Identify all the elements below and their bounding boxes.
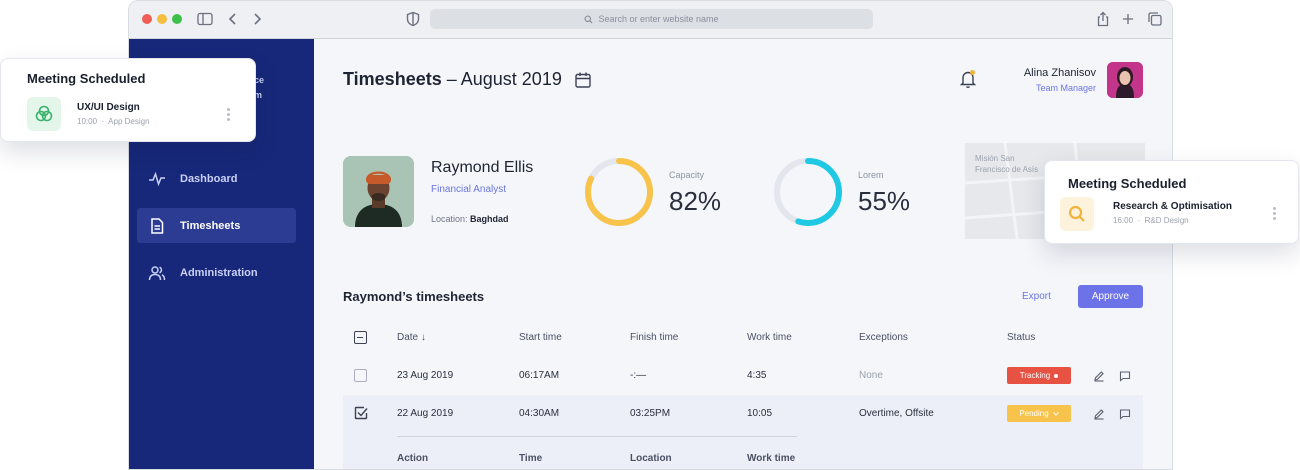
- column-header-date[interactable]: Date ↓: [397, 332, 426, 343]
- comment-icon[interactable]: [1119, 370, 1131, 382]
- card-item-subtitle: 16:00 · R&D Design: [1113, 216, 1189, 225]
- sub-column-action: Action: [397, 453, 429, 464]
- activity-icon: [149, 171, 165, 186]
- column-header-finish-time[interactable]: Finish time: [630, 332, 679, 343]
- row-date: 23 Aug 2019: [397, 370, 454, 381]
- document-icon: [151, 217, 164, 234]
- select-all-checkbox[interactable]: [354, 331, 367, 344]
- status-badge[interactable]: Tracking: [1007, 367, 1071, 384]
- row-work-time: 4:35: [747, 370, 767, 381]
- sidebar-toggle-icon[interactable]: [196, 10, 214, 28]
- comment-icon[interactable]: [1119, 408, 1131, 420]
- timesheets-title: Raymond’s timesheets: [343, 289, 485, 304]
- maximize-window-button[interactable]: [172, 14, 182, 24]
- column-header-start-time[interactable]: Start time: [519, 332, 562, 343]
- lorem-ring: [774, 158, 842, 226]
- status-badge[interactable]: Pending: [1007, 405, 1071, 422]
- user-avatar-image: [1107, 62, 1143, 98]
- back-icon[interactable]: [224, 10, 242, 28]
- lorem-ring-progress: [774, 158, 842, 226]
- card-title: Meeting Scheduled: [1068, 176, 1187, 191]
- address-bar[interactable]: Search or enter website name: [430, 9, 873, 29]
- calendar-icon[interactable]: [574, 71, 592, 89]
- column-header-exceptions[interactable]: Exceptions: [859, 332, 908, 343]
- row-finish-time: -:—: [630, 370, 647, 381]
- page-title: Timesheets – August 2019: [343, 69, 562, 89]
- new-tab-icon[interactable]: [1119, 10, 1137, 28]
- sidebar-item-label: Timesheets: [180, 219, 241, 232]
- close-window-button[interactable]: [142, 14, 152, 24]
- edit-icon[interactable]: [1093, 370, 1105, 382]
- export-button[interactable]: Export: [1022, 291, 1051, 302]
- row-finish-time: 03:25PM: [630, 408, 671, 419]
- card-item-title: UX/UI Design: [77, 102, 140, 113]
- sidebar-item-label: Dashboard: [180, 172, 238, 185]
- avatar[interactable]: [1107, 62, 1143, 98]
- minimize-window-button[interactable]: [157, 14, 167, 24]
- user-name: Alina Zhanisov: [1023, 67, 1096, 79]
- search-icon: [1068, 205, 1085, 222]
- sidebar-item-dashboard[interactable]: Dashboard: [137, 161, 296, 196]
- card-title: Meeting Scheduled: [27, 71, 146, 86]
- meeting-card-left[interactable]: Meeting Scheduled UX/UI Design 10:00 · A…: [0, 58, 256, 142]
- shield-icon: [406, 11, 420, 27]
- card-item-subtitle: 10:00 · App Design: [77, 117, 150, 126]
- row-start-time: 06:17AM: [519, 370, 560, 381]
- edit-icon[interactable]: [1093, 408, 1105, 420]
- row-divider: [397, 436, 797, 437]
- row-exceptions: Overtime, Offsite: [859, 408, 934, 419]
- brand-logo-text: ce m: [254, 75, 265, 100]
- forward-icon[interactable]: [248, 10, 266, 28]
- profile-name: Raymond Ellis: [431, 159, 534, 176]
- tracking-dot-icon: [1054, 373, 1059, 378]
- lorem-value: 55%: [858, 186, 911, 216]
- more-options-icon[interactable]: [1273, 207, 1277, 221]
- more-options-icon[interactable]: [227, 108, 231, 122]
- venn-circles-icon: [35, 105, 53, 122]
- profile-location: Location: Baghdad: [431, 214, 509, 224]
- sidebar-item-label: Administration: [180, 266, 258, 279]
- card-icon-box: [27, 97, 61, 131]
- row-checkbox-checked[interactable]: [354, 406, 368, 420]
- sub-column-work-time: Work time: [747, 453, 796, 464]
- browser-toolbar: Search or enter website name: [129, 1, 1172, 39]
- notification-dot: [970, 70, 975, 75]
- sidebar-item-administration[interactable]: Administration: [137, 255, 296, 290]
- sub-column-time: Time: [519, 453, 543, 464]
- approve-button[interactable]: Approve: [1078, 285, 1143, 308]
- profile-photo-image: [343, 156, 414, 227]
- column-header-status[interactable]: Status: [1007, 332, 1036, 343]
- capacity-ring: [585, 158, 653, 226]
- row-exceptions: None: [859, 370, 883, 381]
- capacity-label: Capacity: [669, 170, 705, 180]
- share-icon[interactable]: [1094, 10, 1112, 28]
- map-label: Misión San Francisco de Asís: [975, 154, 1039, 174]
- row-work-time: 10:05: [747, 408, 773, 419]
- row-checkbox[interactable]: [354, 369, 367, 382]
- capacity-value: 82%: [669, 186, 722, 216]
- address-placeholder: Search or enter website name: [598, 14, 719, 24]
- user-role: Team Manager: [1035, 83, 1096, 93]
- chevron-down-icon: [1052, 411, 1059, 416]
- row-date: 22 Aug 2019: [397, 408, 454, 419]
- browser-window: Search or enter website name ce m Dashbo…: [128, 0, 1173, 470]
- card-icon-box: [1060, 197, 1094, 231]
- card-item-title: Research & Optimisation: [1113, 201, 1232, 212]
- users-icon: [148, 265, 166, 280]
- lorem-label: Lorem: [858, 170, 884, 180]
- search-icon: [584, 14, 593, 24]
- profile-role: Financial Analyst: [431, 184, 507, 195]
- profile-photo: [343, 156, 414, 227]
- tabs-overview-icon[interactable]: [1146, 10, 1164, 28]
- meeting-card-right[interactable]: Meeting Scheduled Research & Optimisatio…: [1044, 160, 1299, 244]
- sub-column-location: Location: [630, 453, 672, 464]
- sidebar-item-timesheets[interactable]: Timesheets: [137, 208, 296, 243]
- row-start-time: 04:30AM: [519, 408, 560, 419]
- capacity-ring-progress: [585, 158, 653, 226]
- column-header-work-time[interactable]: Work time: [747, 332, 792, 343]
